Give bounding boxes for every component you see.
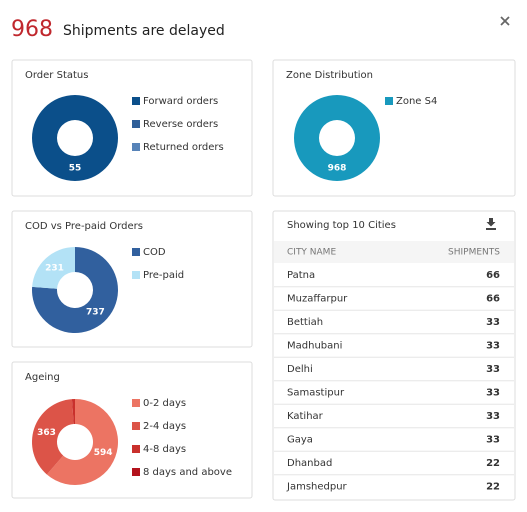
city-name: Delhi xyxy=(287,364,313,375)
segment-label: 968 xyxy=(328,164,347,174)
shipment-count: 33 xyxy=(486,364,500,375)
legend-label: 0-2 days xyxy=(143,398,186,409)
legend-swatch xyxy=(132,445,140,453)
panel: COD vs Pre-paid Orders 737 COD 231 Pre-paid xyxy=(11,210,253,348)
legend-swatch xyxy=(132,248,140,256)
panel: Zone Distribution 968 Zone S4 xyxy=(272,59,516,197)
legend-label: Zone S4 xyxy=(396,96,437,107)
shipment-count: 66 xyxy=(486,294,500,305)
donut-segment xyxy=(294,95,380,181)
legend-label: COD xyxy=(143,247,166,258)
segment-label: 231 xyxy=(45,264,64,274)
close-button[interactable] xyxy=(500,16,510,26)
download-icon xyxy=(486,218,496,230)
city-name: Madhubani xyxy=(287,341,342,352)
panel-title: Ageing xyxy=(25,372,60,383)
city-name: Muzaffarpur xyxy=(287,294,348,305)
segment-label: 363 xyxy=(37,428,56,438)
donut-segment xyxy=(71,399,75,425)
segment-label: 594 xyxy=(94,448,113,458)
city-name: Katihar xyxy=(287,411,324,422)
legend-swatch xyxy=(132,143,140,151)
legend-swatch xyxy=(132,468,140,476)
column-header: SHIPMENTS xyxy=(448,248,500,258)
shipment-count: 33 xyxy=(486,317,500,328)
city-table: Showing top 10 Cities CITY NAME SHIPMENTS P… xyxy=(272,210,516,501)
panel: Order Status 55 Forward orders Reverse orde… xyxy=(11,59,253,197)
segment-label: 737 xyxy=(86,307,105,317)
shipment-count: 22 xyxy=(486,482,500,493)
shipment-count: 33 xyxy=(486,341,500,352)
city-name: Patna xyxy=(287,270,315,281)
donut-segment xyxy=(46,399,119,485)
shipment-count: 33 xyxy=(486,435,500,446)
legend-swatch xyxy=(132,97,140,105)
donut-segment xyxy=(32,399,74,475)
shipment-count: 22 xyxy=(486,458,500,469)
table-header-bg xyxy=(274,241,514,263)
legend-label: Pre-paid xyxy=(143,270,184,281)
city-name: Samastipur xyxy=(287,388,345,399)
city-name: Dhanbad xyxy=(287,458,332,469)
shipment-count: 33 xyxy=(486,388,500,399)
panel-title: Order Status xyxy=(25,70,88,81)
legend-label: Reverse orders xyxy=(143,119,218,130)
shipment-count: 66 xyxy=(486,270,500,281)
city-name: Gaya xyxy=(287,435,313,446)
legend-label: 4-8 days xyxy=(143,444,186,455)
legend-label: Returned orders xyxy=(143,142,224,153)
delayed-count: 968 xyxy=(11,17,53,42)
panel-title: COD vs Pre-paid Orders xyxy=(25,221,143,232)
segment-label: 55 xyxy=(69,164,82,174)
city-name: Bettiah xyxy=(287,317,323,328)
shipment-count: 33 xyxy=(486,411,500,422)
donut-segment xyxy=(32,95,118,181)
legend-swatch xyxy=(132,399,140,407)
city-name: Jamshedpur xyxy=(286,482,348,493)
legend-label: 2-4 days xyxy=(143,421,186,432)
panel-title: Zone Distribution xyxy=(286,70,373,81)
panel: Ageing 594 0-2 days 363 2-4 days 4-8 days 8 da… xyxy=(11,361,253,499)
download-button[interactable] xyxy=(486,218,496,230)
column-header: CITY NAME xyxy=(287,248,336,258)
legend-swatch xyxy=(385,97,393,105)
legend-label: Forward orders xyxy=(143,96,218,107)
table-title: Showing top 10 Cities xyxy=(287,220,396,231)
header-title: Shipments are delayed xyxy=(63,23,225,39)
donut-segment xyxy=(32,246,75,289)
legend-swatch xyxy=(132,120,140,128)
legend-swatch xyxy=(132,422,140,430)
legend-swatch xyxy=(132,271,140,279)
donut-segment xyxy=(32,247,118,333)
legend-label: 8 days and above xyxy=(143,467,232,478)
